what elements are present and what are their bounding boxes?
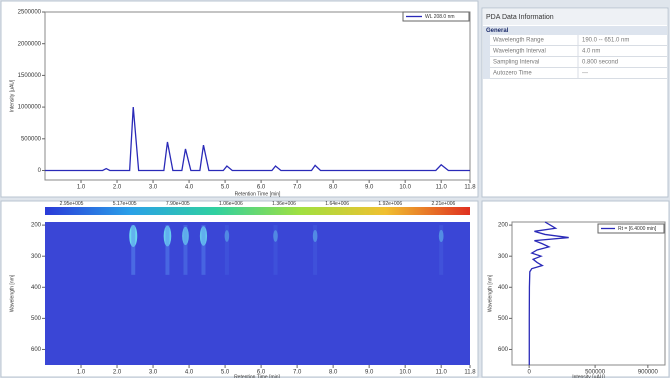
legend-box (597, 223, 665, 234)
plot-frame (44, 11, 471, 181)
x-tick-label: 8.0 (329, 370, 338, 376)
y-tick-label: 400 (31, 285, 42, 291)
y-tick-label: 400 (498, 285, 509, 291)
plot-frame (511, 221, 666, 366)
x-tick-label: 500000 (585, 370, 606, 376)
y-axis-label: Intensity [µAU] (9, 79, 15, 112)
x-tick-label: 1.0 (77, 185, 86, 191)
x-axis-label: Retention Time [min] (234, 374, 280, 378)
y-tick-label: 2500000 (18, 10, 42, 16)
contour-spot (182, 226, 189, 246)
x-tick-label: 11.0 (436, 185, 448, 191)
x-tick-label: 0 (527, 370, 531, 376)
y-tick-label: 200 (31, 223, 42, 229)
colorbar-label: 1.06e+006 (219, 201, 243, 207)
x-tick-label: 7.0 (293, 185, 302, 191)
property-value: 0.800 second (582, 60, 618, 66)
y-tick-label: 2000000 (18, 41, 42, 47)
contour-streak (313, 225, 318, 275)
y-tick-label: 500000 (21, 136, 42, 142)
x-tick-label: 10.0 (399, 185, 411, 191)
property-value: --- (582, 71, 588, 77)
x-tick-label: 11.8 (464, 370, 476, 376)
chromatogram-line (45, 107, 470, 172)
contour-spot (224, 230, 230, 242)
property-name: Autozero Time (493, 71, 532, 77)
contour-spot (438, 229, 444, 243)
row-gutter (483, 35, 490, 79)
y-tick-label: 300 (31, 254, 42, 260)
spectrum-line (528, 221, 569, 365)
x-tick-label: 5.0 (221, 370, 230, 376)
x-tick-label: 9.0 (365, 370, 374, 376)
y-tick-label: 1500000 (18, 73, 42, 79)
y-tick-label: 500 (31, 316, 42, 322)
contour-streak (165, 225, 170, 275)
legend-label: WL 208.0 nm (425, 14, 455, 20)
colorbar-label: 2.21e+006 (432, 201, 456, 207)
x-tick-label: 8.0 (329, 185, 338, 191)
contour-streak (224, 225, 229, 275)
legend-label: Rt = [6.4000 min] (618, 226, 657, 232)
x-tick-label: 1.0 (77, 370, 86, 376)
x-tick-label: 3.0 (149, 370, 158, 376)
contour-spot (273, 230, 278, 242)
x-tick-label: 4.0 (185, 185, 194, 191)
x-tick-label: 2.0 (113, 370, 122, 376)
x-tick-label: 6.0 (257, 370, 266, 376)
contour-streak (131, 225, 136, 275)
info-title-bar (483, 9, 667, 25)
x-tick-label: 11.0 (436, 370, 448, 376)
x-tick-label: 2.0 (113, 185, 122, 191)
colorbar-label: 1.64e+006 (325, 201, 349, 207)
y-tick-label: 1000000 (18, 105, 42, 111)
x-tick-label: 900000 (638, 370, 659, 376)
x-tick-label: 3.0 (149, 185, 158, 191)
contour-area (45, 222, 470, 365)
x-tick-label: 6.0 (257, 185, 266, 191)
contour-spot (199, 226, 208, 246)
contour-spot (163, 225, 172, 247)
y-tick-label: 600 (31, 347, 42, 353)
x-tick-label: 10.0 (399, 370, 411, 376)
x-axis-label: Retention Time [min] (235, 191, 281, 197)
property-name: Sampling Interval (493, 60, 539, 66)
info-panel (481, 7, 669, 198)
contour-streak (439, 225, 444, 275)
contour-streak (183, 225, 188, 275)
colorbar-label: 5.17e+005 (113, 201, 137, 207)
y-axis-label: Wavelength [nm] (9, 274, 15, 312)
y-tick-label: 200 (498, 223, 509, 229)
x-axis-label: Intensity [µAU] (572, 374, 605, 378)
y-axis-label: Wavelength [nm] (487, 274, 493, 312)
y-tick-label: 0 (38, 168, 42, 174)
y-tick-label: 600 (498, 347, 509, 353)
x-tick-label: 7.0 (293, 370, 302, 376)
section-bar[interactable] (483, 26, 667, 35)
contour-streak (201, 225, 206, 275)
x-tick-label: 5.0 (221, 185, 230, 191)
property-name: Wavelength Interval (493, 49, 546, 55)
section-label[interactable]: General (486, 28, 509, 34)
contour-spot (312, 230, 318, 242)
legend-box (402, 11, 470, 22)
chromatogram-panel (0, 0, 479, 198)
colorbar-label: 7.90e+005 (166, 201, 190, 207)
x-tick-label: 11.8 (464, 185, 476, 191)
colorbar-label: 1.36e+006 (272, 201, 296, 207)
info-title: PDA Data Information (486, 14, 554, 21)
x-tick-label: 4.0 (185, 370, 194, 376)
property-value: 190.0 -- 651.0 nm (582, 38, 629, 44)
property-value: 4.0 nm (582, 49, 600, 55)
colorbar-label: 1.92e+006 (378, 201, 402, 207)
property-name: Wavelength Range (493, 38, 544, 44)
colorbar-label: 2.95e+005 (60, 201, 84, 207)
contour-streak (273, 225, 278, 275)
y-tick-label: 300 (498, 254, 509, 260)
y-tick-label: 500 (498, 316, 509, 322)
x-tick-label: 9.0 (365, 185, 374, 191)
colorbar (45, 207, 470, 215)
